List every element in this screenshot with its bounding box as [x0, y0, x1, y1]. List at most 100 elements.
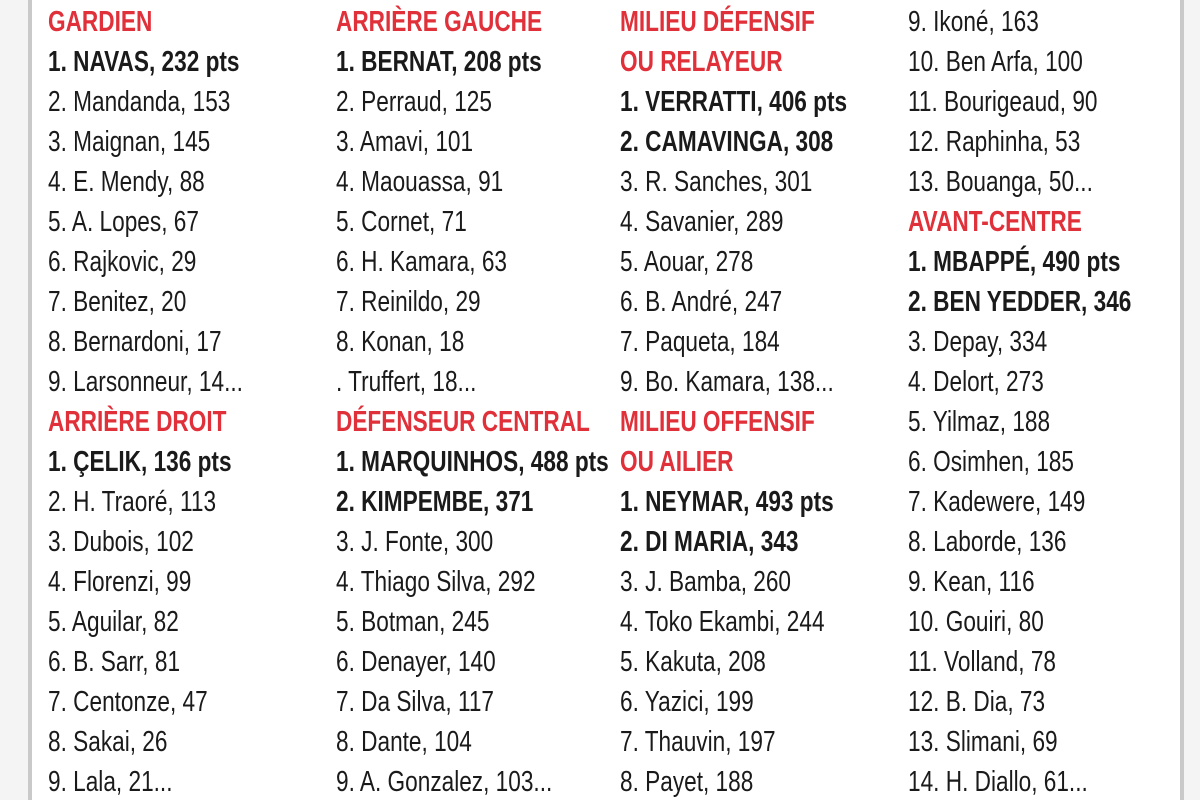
- ranking-entry-text: 12. Raphinha, 53: [908, 126, 1081, 158]
- ranking-entry: 6. Osimhen, 185: [908, 442, 1194, 482]
- column-1: GARDIEN 1. NAVAS, 232 pts 2. Mandanda, 153…: [48, 2, 298, 802]
- ranking-entry-text: 2. KIMPEMBE, 371: [336, 486, 534, 518]
- ranking-entry: 3. Maignan, 145: [48, 122, 298, 162]
- ranking-entry: 7. Kadewere, 149: [908, 482, 1194, 522]
- ranking-entry: 9. Larsonneur, 14...: [48, 362, 298, 402]
- ranking-entry: 6. Denayer, 140: [336, 642, 686, 682]
- ranking-entry-text: 7. Benitez, 20: [48, 286, 187, 318]
- ranking-entry-text: 7. Da Silva, 117: [336, 686, 495, 718]
- ranking-entry-text: 3. J. Fonte, 300: [336, 526, 494, 558]
- ranking-entry-text: 8. Bernardoni, 17: [48, 326, 222, 358]
- ranking-entry-text: 8. Payet, 188: [620, 766, 754, 798]
- ranking-entry: 1. ÇELIK, 136 pts: [48, 442, 298, 482]
- ranking-entry: 8. Konan, 18: [336, 322, 686, 362]
- ranking-entry-text: 4. Toko Ekambi, 244: [620, 606, 825, 638]
- ranking-entry-text: 1. ÇELIK, 136 pts: [48, 446, 232, 478]
- ranking-entry: 8. Sakai, 26: [48, 722, 298, 762]
- section-heading-text: ARRIÈRE DROIT: [48, 406, 227, 438]
- ranking-entry: 10. Ben Arfa, 100: [908, 42, 1194, 82]
- ranking-entry: 2. H. Traoré, 113: [48, 482, 298, 522]
- ranking-entry-text: 3. J. Bamba, 260: [620, 566, 792, 598]
- ranking-entry: 11. Bourigeaud, 90: [908, 82, 1194, 122]
- ranking-entry: 5. Aouar, 278: [620, 242, 911, 282]
- ranking-entry: 4. Delort, 273: [908, 362, 1194, 402]
- ranking-entry: 5. Kakuta, 208: [620, 642, 911, 682]
- ranking-entry: 1. NAVAS, 232 pts: [48, 42, 298, 82]
- ranking-entry-text: 1. NAVAS, 232 pts: [48, 46, 240, 78]
- page-edge-right: [1180, 0, 1200, 800]
- ranking-entry-text: 13. Bouanga, 50...: [908, 166, 1093, 198]
- ranking-entry: 5. Yilmaz, 188: [908, 402, 1194, 442]
- ranking-entry: 7. Centonze, 47: [48, 682, 298, 722]
- ranking-entry: 12. B. Dia, 73: [908, 682, 1194, 722]
- ranking-entry: 8. Bernardoni, 17: [48, 322, 298, 362]
- ranking-entry-text: 5. Cornet, 71: [336, 206, 467, 238]
- ranking-entry-text: 3. Depay, 334: [908, 326, 1048, 358]
- ranking-entry-text: 4. Savanier, 289: [620, 206, 784, 238]
- section-heading: ARRIÈRE GAUCHE: [336, 2, 686, 42]
- ranking-entry: . Truffert, 18...: [336, 362, 686, 402]
- section-heading-text: OU RELAYEUR: [620, 46, 783, 78]
- ranking-entry-text: 8. Sakai, 26: [48, 726, 168, 758]
- ranking-entry: 4. E. Mendy, 88: [48, 162, 298, 202]
- ranking-entry-text: 6. Yazici, 199: [620, 686, 754, 718]
- ranking-entry-text: 4. E. Mendy, 88: [48, 166, 205, 198]
- ranking-entry: 4. Thiago Silva, 292: [336, 562, 686, 602]
- ranking-entry-text: 2. BEN YEDDER, 346: [908, 286, 1132, 318]
- ranking-entry-text: . Truffert, 18...: [336, 366, 477, 398]
- ranking-entry: 5. Botman, 245: [336, 602, 686, 642]
- ranking-entry: 13. Bouanga, 50...: [908, 162, 1194, 202]
- ranking-entry: 4. Savanier, 289: [620, 202, 911, 242]
- column-3: MILIEU DÉFENSIF OU RELAYEUR 1. VERRATTI, 4…: [620, 2, 911, 802]
- section-heading-text: ARRIÈRE GAUCHE: [336, 6, 543, 38]
- section-heading-text: OU AILIER: [620, 446, 734, 478]
- ranking-entry: 2. CAMAVINGA, 308: [620, 122, 911, 162]
- ranking-entry-text: 8. Konan, 18: [336, 326, 465, 358]
- section-heading: OU RELAYEUR: [620, 42, 911, 82]
- section-heading: AVANT-CENTRE: [908, 202, 1194, 242]
- ranking-entry: 9. A. Gonzalez, 103...: [336, 762, 686, 802]
- ranking-entry-text: 2. H. Traoré, 113: [48, 486, 217, 518]
- ranking-entry: 2. Perraud, 125: [336, 82, 686, 122]
- section-heading: MILIEU OFFENSIF: [620, 402, 911, 442]
- ranking-entry-text: 7. Kadewere, 149: [908, 486, 1086, 518]
- ranking-entry: 12. Raphinha, 53: [908, 122, 1194, 162]
- ranking-entry: 13. Slimani, 69: [908, 722, 1194, 762]
- ranking-entry: 6. B. André, 247: [620, 282, 911, 322]
- ranking-entry: 7. Reinildo, 29: [336, 282, 686, 322]
- ranking-entry-text: 14. H. Diallo, 61...: [908, 766, 1088, 798]
- section-heading-text: GARDIEN: [48, 6, 153, 38]
- ranking-entry-text: 2. CAMAVINGA, 308: [620, 126, 834, 158]
- ranking-entry-text: 3. Amavi, 101: [336, 126, 474, 158]
- ranking-entry: 2. KIMPEMBE, 371: [336, 482, 686, 522]
- ranking-entry: 3. Amavi, 101: [336, 122, 686, 162]
- ranking-entry-text: 9. Larsonneur, 14...: [48, 366, 243, 398]
- ranking-entry: 1. NEYMAR, 493 pts: [620, 482, 911, 522]
- ranking-entry: 4. Maouassa, 91: [336, 162, 686, 202]
- ranking-entry: 5. Aguilar, 82: [48, 602, 298, 642]
- ranking-entry: 5. A. Lopes, 67: [48, 202, 298, 242]
- ranking-entry-text: 6. H. Kamara, 63: [336, 246, 507, 278]
- ranking-entry: 10. Gouiri, 80: [908, 602, 1194, 642]
- ranking-entry: 6. Rajkovic, 29: [48, 242, 298, 282]
- ranking-entry-text: 8. Dante, 104: [336, 726, 472, 758]
- ranking-entry-text: 9. Kean, 116: [908, 566, 1035, 598]
- ranking-entry: 6. Yazici, 199: [620, 682, 911, 722]
- ranking-entry-text: 9. Lala, 21...: [48, 766, 173, 798]
- section-heading-text: MILIEU OFFENSIF: [620, 406, 815, 438]
- ranking-entry: 3. Depay, 334: [908, 322, 1194, 362]
- ranking-entry-text: 7. Reinildo, 29: [336, 286, 481, 318]
- ranking-entry: 3. J. Bamba, 260: [620, 562, 911, 602]
- ranking-entry: 9. Bo. Kamara, 138...: [620, 362, 911, 402]
- section-heading: OU AILIER: [620, 442, 911, 482]
- ranking-entry-text: 11. Bourigeaud, 90: [908, 86, 1098, 118]
- ranking-entry-text: 6. Rajkovic, 29: [48, 246, 197, 278]
- ranking-entry: 9. Kean, 116: [908, 562, 1194, 602]
- ranking-entry-text: 6. B. André, 247: [620, 286, 783, 318]
- ranking-entry: 1. MBAPPÉ, 490 pts: [908, 242, 1194, 282]
- ranking-entry: 6. B. Sarr, 81: [48, 642, 298, 682]
- ranking-entry-text: 6. Osimhen, 185: [908, 446, 1074, 478]
- ranking-entry-text: 5. Aguilar, 82: [48, 606, 179, 638]
- ranking-entry-text: 7. Centonze, 47: [48, 686, 208, 718]
- ranking-entry-text: 5. Botman, 245: [336, 606, 490, 638]
